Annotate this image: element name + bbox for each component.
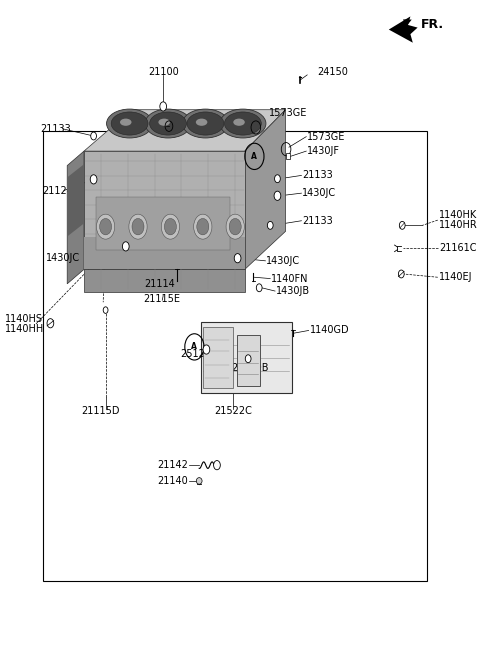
Ellipse shape (229, 218, 241, 235)
Text: 1430JF: 1430JF (190, 121, 223, 131)
Text: 21115E: 21115E (144, 294, 181, 304)
Bar (203, 327, 233, 388)
Ellipse shape (164, 218, 176, 235)
Ellipse shape (196, 478, 202, 484)
Circle shape (274, 191, 281, 200)
Circle shape (267, 221, 273, 229)
Circle shape (399, 221, 405, 229)
Text: 21133: 21133 (40, 124, 71, 134)
Text: 21133: 21133 (302, 215, 333, 226)
Ellipse shape (145, 109, 191, 138)
Polygon shape (67, 164, 84, 237)
Text: 1430JB: 1430JB (276, 286, 310, 296)
Text: 1140HH: 1140HH (5, 323, 44, 334)
Text: FR.: FR. (420, 18, 444, 32)
Ellipse shape (120, 118, 132, 126)
Circle shape (91, 132, 96, 140)
Text: 1430JC: 1430JC (266, 256, 300, 266)
Text: 21119B: 21119B (231, 363, 268, 373)
Text: 25124D: 25124D (180, 349, 218, 359)
Polygon shape (84, 269, 245, 292)
Text: 1140HK: 1140HK (439, 210, 478, 220)
Ellipse shape (196, 118, 207, 126)
Ellipse shape (96, 214, 115, 239)
Text: 1573GE: 1573GE (269, 108, 307, 118)
Ellipse shape (197, 218, 209, 235)
Circle shape (203, 345, 210, 354)
Text: 1140HR: 1140HR (439, 220, 478, 231)
Circle shape (90, 175, 97, 184)
Text: 1140EJ: 1140EJ (439, 272, 473, 283)
Circle shape (160, 102, 167, 111)
Polygon shape (67, 151, 84, 284)
Text: 21100: 21100 (148, 67, 179, 78)
Circle shape (47, 319, 54, 328)
Bar (201, 322, 292, 393)
Ellipse shape (220, 109, 266, 138)
Text: 1430JC: 1430JC (302, 188, 336, 198)
Ellipse shape (100, 218, 112, 235)
Text: 21522C: 21522C (214, 405, 252, 416)
Text: 1140HS: 1140HS (5, 313, 43, 324)
Text: 21142: 21142 (157, 460, 188, 470)
Text: 21124: 21124 (42, 185, 73, 196)
Text: A: A (252, 152, 257, 161)
Polygon shape (245, 110, 286, 269)
Text: 21114: 21114 (144, 279, 175, 290)
Text: 21133: 21133 (302, 170, 333, 181)
Circle shape (256, 284, 262, 292)
Text: A: A (192, 342, 197, 351)
Text: 21161C: 21161C (439, 243, 477, 254)
Text: 21115D: 21115D (82, 405, 120, 416)
Text: 21140: 21140 (157, 476, 188, 486)
Circle shape (398, 270, 404, 278)
Ellipse shape (129, 214, 147, 239)
Ellipse shape (132, 218, 144, 235)
Ellipse shape (111, 112, 148, 135)
Bar (43, 131, 427, 581)
Circle shape (275, 175, 280, 183)
Ellipse shape (233, 118, 245, 126)
Circle shape (245, 355, 251, 363)
Text: 1140GD: 1140GD (310, 325, 349, 336)
Ellipse shape (161, 214, 180, 239)
Ellipse shape (193, 214, 212, 239)
Ellipse shape (107, 109, 153, 138)
Circle shape (103, 307, 108, 313)
Polygon shape (84, 110, 286, 151)
Circle shape (214, 461, 220, 470)
Circle shape (234, 254, 241, 263)
Ellipse shape (150, 112, 186, 135)
Circle shape (122, 242, 129, 251)
Ellipse shape (187, 112, 224, 135)
Ellipse shape (182, 109, 228, 138)
Polygon shape (389, 16, 418, 43)
Text: 1573GE: 1573GE (307, 131, 346, 142)
Polygon shape (84, 151, 245, 269)
Text: 24150: 24150 (317, 67, 348, 78)
Ellipse shape (226, 214, 244, 239)
Polygon shape (84, 237, 245, 269)
Text: 1430JF: 1430JF (307, 146, 340, 156)
Ellipse shape (225, 112, 261, 135)
Text: 1430JC: 1430JC (46, 253, 80, 263)
Polygon shape (96, 197, 230, 250)
Bar (286, 153, 290, 159)
Bar (237, 335, 260, 386)
Ellipse shape (158, 118, 170, 126)
Text: 1140FN: 1140FN (271, 273, 309, 284)
